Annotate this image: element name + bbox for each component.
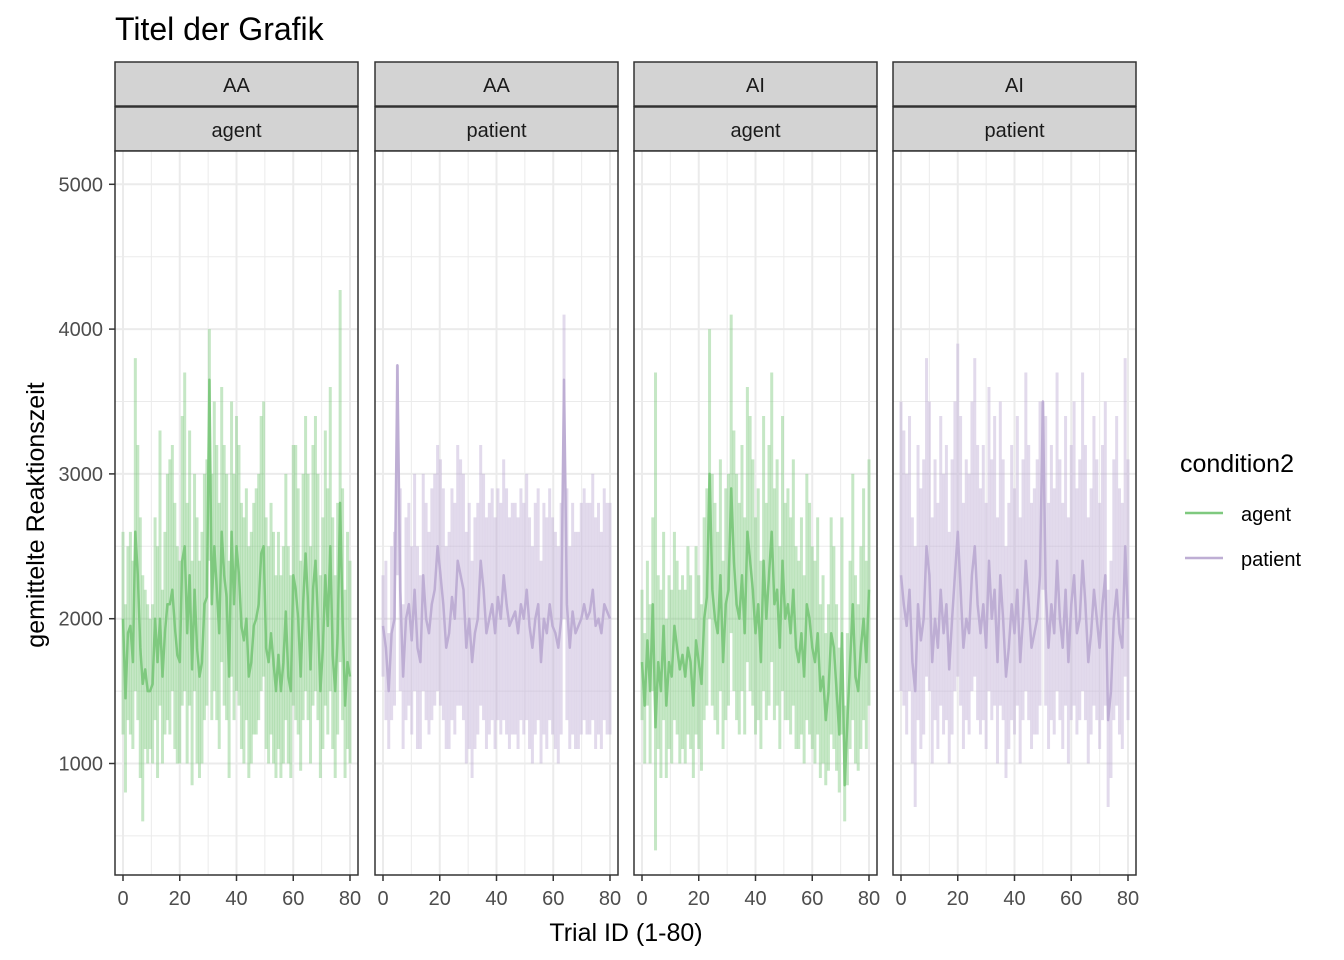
x-tick-label: 20 (169, 888, 191, 910)
x-tick-label: 40 (744, 888, 766, 910)
facet-strip-top-label: AI (1005, 75, 1024, 97)
facet-strip-bottom-label: agent (211, 120, 261, 142)
x-tick-label: 40 (225, 888, 247, 910)
x-tick-label: 40 (1003, 888, 1025, 910)
chart-title: Titel der Grafik (115, 11, 325, 47)
y-tick-label: 3000 (59, 464, 104, 486)
facet-strip-bottom (114, 106, 359, 152)
facet-strip-bottom (633, 106, 878, 152)
facet-strip-top-label: AA (483, 75, 510, 97)
x-tick-label: 80 (1117, 888, 1139, 910)
x-tick-label: 20 (947, 888, 969, 910)
facet-panel-2: AA patient 0 20 40 60 80 (374, 61, 621, 910)
x-tick-label: 80 (599, 888, 621, 910)
x-tick-label: 60 (1060, 888, 1082, 910)
facet-panel-1: AA agent 0 20 40 60 80 1000 2000 3000 4000 5000 (59, 61, 361, 910)
facet-panel-4: AI patient 0 20 40 60 80 (892, 61, 1139, 910)
legend-title: condition2 (1180, 450, 1294, 478)
x-tick-label: 80 (339, 888, 361, 910)
facet-panel-3: AI agent 0 20 40 60 80 (633, 61, 880, 910)
facet-strip-bottom-label: patient (466, 120, 526, 142)
x-tick-label: 0 (895, 888, 906, 910)
x-tick-label: 0 (377, 888, 388, 910)
facet-strip-top-label: AA (223, 75, 250, 97)
y-tick-label: 5000 (59, 174, 104, 196)
facet-strip-bottom-label: agent (730, 120, 780, 142)
y-tick-label: 1000 (59, 754, 104, 776)
facet-strip-bottom (374, 106, 619, 152)
y-tick-label: 2000 (59, 609, 104, 631)
series-line-agent (121, 378, 352, 707)
x-tick-label: 60 (282, 888, 304, 910)
facet-strip-top (633, 61, 878, 107)
facet-strip-top-label: AI (746, 75, 765, 97)
series-line-patient (381, 364, 612, 693)
x-tick-label: 40 (485, 888, 507, 910)
x-tick-label: 20 (429, 888, 451, 910)
x-tick-label: 0 (117, 888, 128, 910)
x-tick-label: 60 (542, 888, 564, 910)
facet-strip-bottom-label: patient (984, 120, 1044, 142)
series-line-patient (899, 400, 1130, 722)
y-tick-label: 4000 (59, 319, 104, 341)
x-tick-label: 60 (801, 888, 823, 910)
x-tick-label: 80 (858, 888, 880, 910)
facet-strip-top (374, 61, 619, 107)
legend: condition2 agent patient (1180, 450, 1301, 571)
facet-strip-top (892, 61, 1137, 107)
facet-strip-top (114, 61, 359, 107)
x-axis-label: Trial ID (1-80) (549, 919, 702, 947)
legend-label-agent: agent (1241, 504, 1291, 526)
y-axis-label: gemittelte Reaktionszeit (22, 382, 50, 647)
x-tick-label: 20 (688, 888, 710, 910)
legend-label-patient: patient (1241, 549, 1301, 571)
x-tick-label: 0 (636, 888, 647, 910)
series-line-agent (640, 472, 871, 787)
